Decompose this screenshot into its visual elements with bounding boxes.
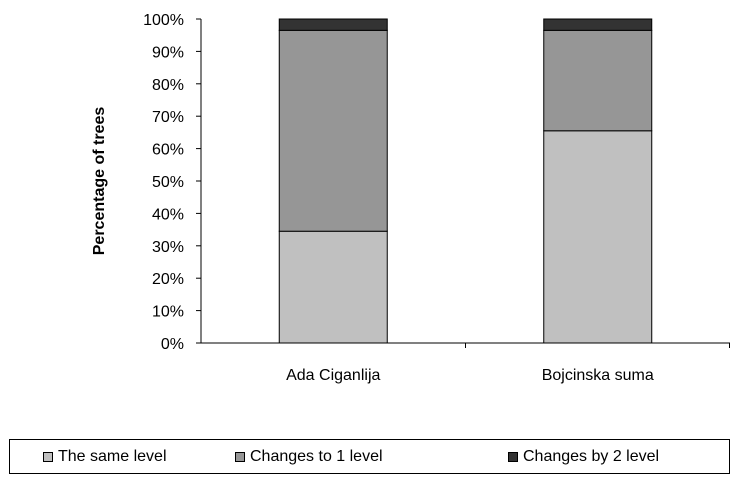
bar-segment	[278, 29, 388, 232]
bar-segment	[278, 230, 388, 344]
x-category-label: Bojcinska suma	[542, 367, 654, 384]
y-tick-label: 70%	[152, 109, 184, 126]
y-tick-label: 80%	[152, 77, 184, 94]
bar-segment	[543, 29, 653, 132]
bar-segment	[278, 18, 388, 31]
legend-label: The same level	[58, 447, 167, 465]
bars	[278, 18, 653, 344]
legend-label: Changes to 1 level	[250, 447, 383, 465]
legend-item: The same level	[43, 448, 167, 466]
y-axis-title: Percentage of trees	[91, 107, 108, 256]
y-ticks: 0% 10% 20% 30% 40% 50% 60% 70% 80% 90% 100%	[143, 12, 201, 353]
y-tick-label: 40%	[152, 206, 184, 223]
x-labels: Ada Ciganlija Bojcinska suma	[286, 367, 654, 384]
bar-segment	[543, 130, 653, 344]
legend-swatch	[508, 451, 518, 462]
y-tick-label: 30%	[152, 239, 184, 256]
chart-plot: Percentage of trees 0% 10% 20% 30% 40% 50% 60%…	[91, 12, 730, 384]
legend-swatch	[43, 451, 53, 462]
y-tick-label: 90%	[152, 44, 184, 61]
y-tick-label: 20%	[152, 271, 184, 288]
bar-segment	[543, 18, 653, 31]
legend-swatch	[235, 451, 245, 462]
y-tick-label: 100%	[143, 12, 184, 29]
legend-label: Changes by 2 level	[523, 447, 660, 465]
y-tick-label: 50%	[152, 174, 184, 191]
legend-item: Changes by 2 level	[508, 448, 659, 466]
legend-item: Changes to 1 level	[235, 448, 383, 466]
y-tick-label: 10%	[152, 304, 184, 321]
x-category-label: Ada Ciganlija	[286, 367, 380, 384]
y-tick-label: 0%	[161, 336, 184, 353]
y-tick-label: 60%	[152, 142, 184, 159]
legend: The same level Changes to 1 level Changes …	[9, 439, 730, 474]
